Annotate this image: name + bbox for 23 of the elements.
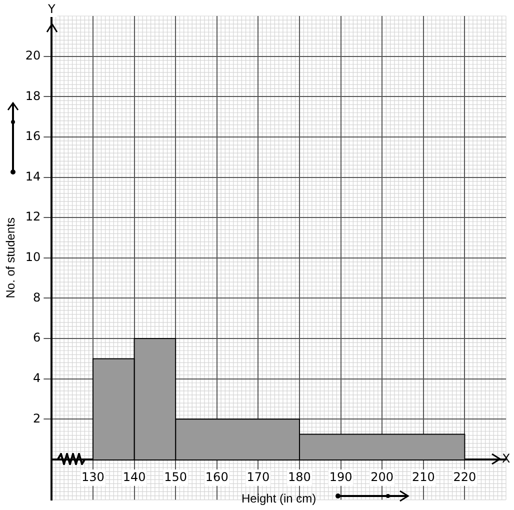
x-tick-label: 180 xyxy=(288,470,311,484)
y-tick-label: 2 xyxy=(33,411,41,426)
y-axis-title: No. of students xyxy=(4,218,18,298)
x-tick-label: 140 xyxy=(122,470,146,484)
y-tick-label: 20 xyxy=(25,48,41,62)
y-tick-label: 4 xyxy=(33,370,41,385)
x-tick-label: 210 xyxy=(412,470,435,484)
y-tick-label: 16 xyxy=(25,129,41,144)
x-tick-label: 130 xyxy=(82,470,104,484)
x-tick-label: 170 xyxy=(246,470,270,484)
x-tick-label: 200 xyxy=(370,470,394,484)
x-tick-label: 150 xyxy=(164,470,188,484)
y-tick-label: 18 xyxy=(25,88,41,103)
y-tick-label: 6 xyxy=(33,330,41,345)
y-tick-label: 10 xyxy=(25,250,41,264)
y-tick-label: 12 xyxy=(25,210,41,224)
x-tick-label: 160 xyxy=(205,470,228,484)
y-tick-label: 14 xyxy=(25,169,41,184)
annotation: Y xyxy=(47,2,56,16)
x-axis-title: Height (in cm) xyxy=(241,491,316,506)
x-tick-label: 220 xyxy=(453,470,476,484)
x-tick-label: 190 xyxy=(329,470,352,484)
y-tick-label: 8 xyxy=(33,290,41,304)
